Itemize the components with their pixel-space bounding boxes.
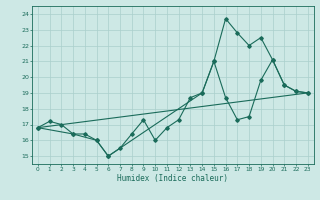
X-axis label: Humidex (Indice chaleur): Humidex (Indice chaleur) (117, 174, 228, 183)
